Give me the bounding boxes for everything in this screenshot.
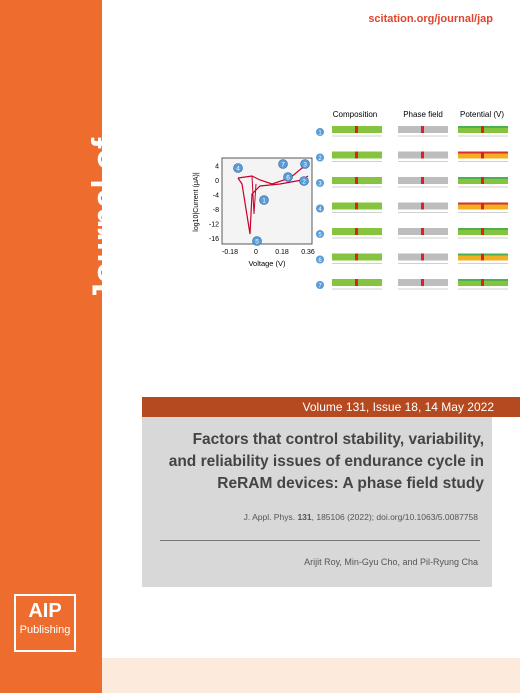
svg-text:7: 7 xyxy=(281,162,285,169)
curve-marker: 1 xyxy=(259,195,269,205)
journal-url[interactable]: scitation.org/journal/jap xyxy=(368,13,493,25)
svg-text:3: 3 xyxy=(318,181,322,187)
curve-marker: 5 xyxy=(252,236,262,246)
volume-issue-label: Volume 131, Issue 18, 14 May 2022 xyxy=(302,400,494,414)
volume-issue-bar: Volume 131, Issue 18, 14 May 2022 xyxy=(142,397,520,417)
curve-marker: 2 xyxy=(299,176,309,186)
y-tick-label: -8 xyxy=(213,207,219,214)
panel-row: 1 xyxy=(316,126,508,136)
x-tick-label: -0.18 xyxy=(222,249,238,256)
svg-text:4: 4 xyxy=(236,166,240,173)
svg-text:1: 1 xyxy=(318,130,322,136)
panel-row: 4 xyxy=(316,202,508,213)
y-tick-label: 0 xyxy=(215,178,219,185)
column-header: Composition xyxy=(333,110,377,119)
y-tick-label: -16 xyxy=(209,236,219,243)
x-tick-label: 0 xyxy=(254,249,258,256)
footer-band xyxy=(102,658,520,693)
svg-text:6: 6 xyxy=(286,175,290,182)
curve-marker: 7 xyxy=(278,159,288,169)
panel-row: 3 xyxy=(316,177,508,187)
curve-marker: 4 xyxy=(233,163,243,173)
article-citation: J. Appl. Phys. 131, 185106 (2022); doi.o… xyxy=(243,512,478,522)
panel-row: 5 xyxy=(316,228,508,238)
svg-text:2: 2 xyxy=(318,156,322,162)
phase-field-panel-grid: Composition Phase field Potential (V) 1 2 3 4… xyxy=(316,110,508,289)
curve-marker: 3 xyxy=(300,159,310,169)
x-axis-label: Voltage (V) xyxy=(248,259,286,268)
panel-row: 7 xyxy=(316,279,508,289)
y-tick-label: -12 xyxy=(209,222,219,229)
panel-row: 2 xyxy=(316,151,508,162)
article-authors: Arijit Roy, Min-Gyu Cho, and Pil-Ryung C… xyxy=(304,557,478,567)
svg-text:5: 5 xyxy=(318,232,322,238)
y-axis-label: log10|Current (μA)| xyxy=(193,172,200,232)
aip-publishing-logo: AIP Publishing xyxy=(14,594,76,652)
iv-curve-figure: log10|Current (μA)| Voltage (V) 4 0 -4 -8 -1… xyxy=(193,157,315,268)
panel-row: 6 xyxy=(316,253,508,264)
y-tick-label: -4 xyxy=(213,193,219,200)
y-tick-label: 4 xyxy=(215,164,219,171)
divider xyxy=(160,540,480,541)
svg-text:4: 4 xyxy=(318,207,322,213)
svg-text:7: 7 xyxy=(318,283,322,289)
svg-text:1: 1 xyxy=(262,198,266,205)
article-info-box: Factors that control stability, variabil… xyxy=(142,417,492,587)
svg-text:5: 5 xyxy=(255,239,259,246)
svg-text:2: 2 xyxy=(302,179,306,186)
x-tick-label: 0.36 xyxy=(301,249,315,256)
journal-title: Journal of Applied Physics xyxy=(86,39,158,302)
svg-text:3: 3 xyxy=(303,162,307,169)
svg-text:6: 6 xyxy=(318,258,322,264)
curve-marker: 6 xyxy=(283,172,293,182)
cover-spine: Journal of Applied Physics AIP Publishin… xyxy=(0,0,158,693)
x-tick-label: 0.18 xyxy=(275,249,289,256)
article-title[interactable]: Factors that control stability, variabil… xyxy=(168,431,484,492)
column-header: Phase field xyxy=(403,110,443,119)
column-header: Potential (V) xyxy=(460,110,504,119)
